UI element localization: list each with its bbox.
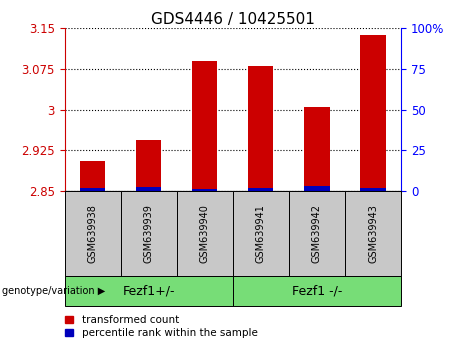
Title: GDS4446 / 10425501: GDS4446 / 10425501 — [151, 12, 315, 27]
Bar — [361, 188, 386, 191]
Bar — [304, 186, 330, 191]
Text: GSM639943: GSM639943 — [368, 204, 378, 263]
Bar — [248, 66, 273, 191]
Text: GSM639938: GSM639938 — [88, 204, 98, 263]
Bar — [361, 35, 386, 191]
Text: GSM639942: GSM639942 — [312, 204, 322, 263]
Bar — [248, 188, 273, 191]
Bar — [65, 191, 121, 276]
Bar — [65, 276, 233, 306]
Bar — [80, 188, 105, 191]
Bar — [345, 191, 401, 276]
Bar — [80, 161, 105, 191]
Bar — [136, 187, 161, 191]
Legend: transformed count, percentile rank within the sample: transformed count, percentile rank withi… — [65, 315, 258, 338]
Bar — [192, 189, 218, 191]
Text: GSM639939: GSM639939 — [144, 204, 154, 263]
Text: Fezf1+/-: Fezf1+/- — [123, 285, 175, 298]
Bar — [304, 107, 330, 191]
Bar — [233, 276, 401, 306]
Text: GSM639941: GSM639941 — [256, 204, 266, 263]
Bar — [289, 191, 345, 276]
Text: GSM639940: GSM639940 — [200, 204, 210, 263]
Bar — [177, 191, 233, 276]
Bar — [233, 191, 289, 276]
Bar — [121, 191, 177, 276]
Text: genotype/variation ▶: genotype/variation ▶ — [2, 286, 106, 296]
Bar — [136, 139, 161, 191]
Bar — [192, 61, 218, 191]
Text: Fezf1 -/-: Fezf1 -/- — [292, 285, 342, 298]
